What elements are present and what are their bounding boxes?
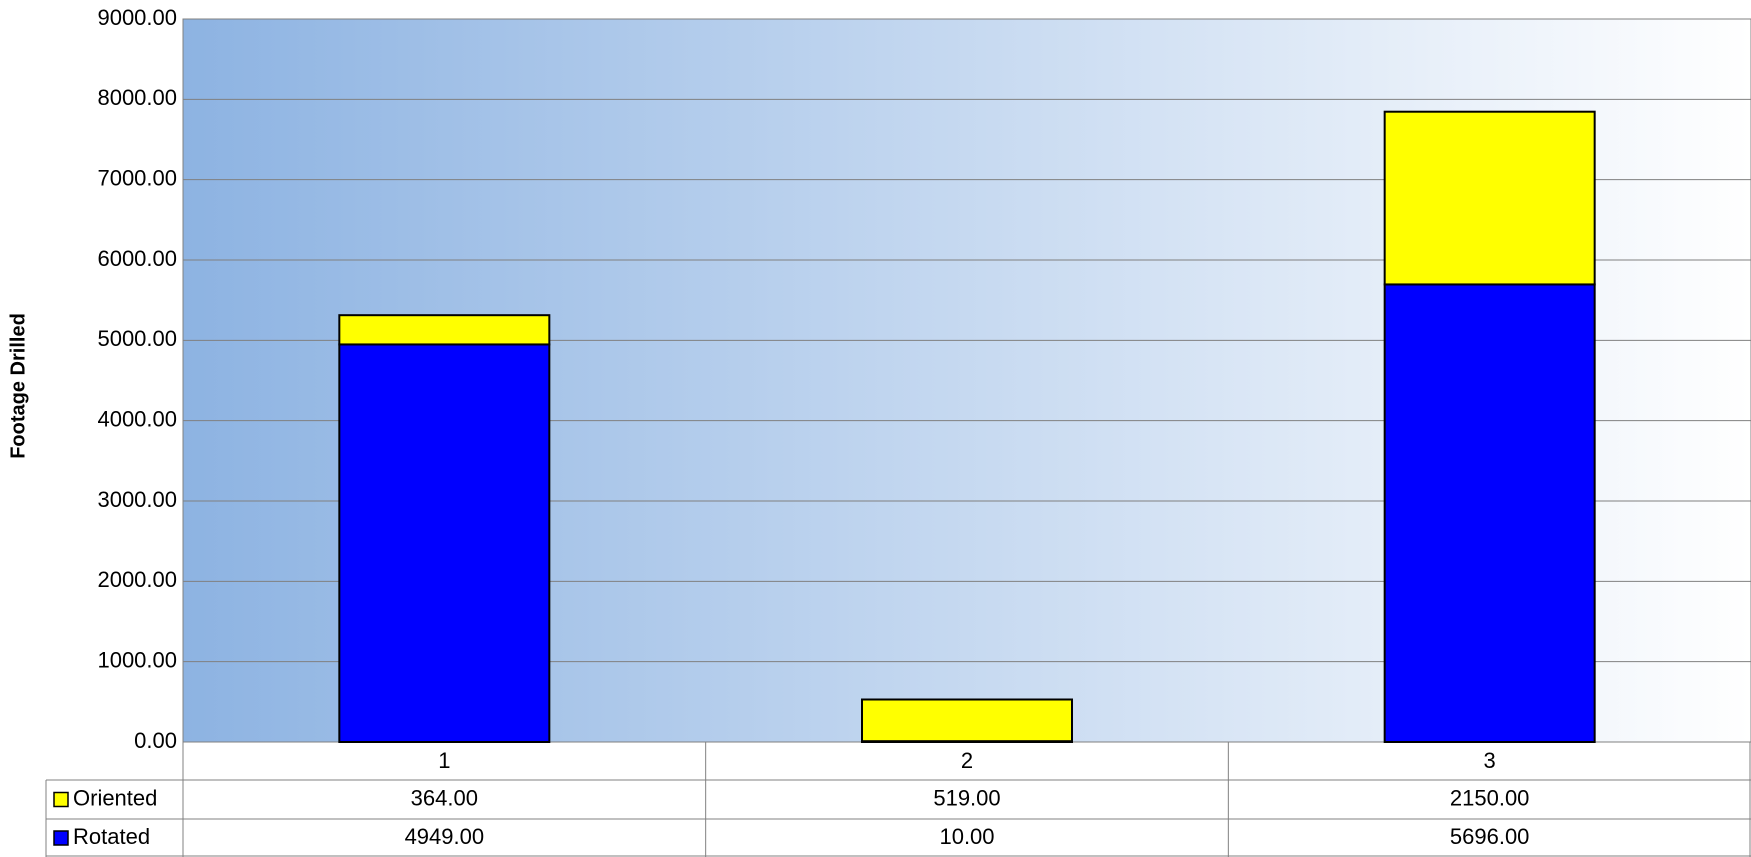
legend-label: Rotated: [73, 824, 150, 849]
bar-segment: [1383, 110, 1596, 286]
y-tick-label: 4000.00: [97, 406, 177, 431]
legend-label: Oriented: [73, 785, 157, 810]
bar-segment: [338, 343, 551, 743]
bar-segment: [338, 314, 551, 346]
y-tick-label: 9000.00: [97, 5, 177, 30]
y-tick-label: 3000.00: [97, 487, 177, 512]
y-tick-label: 5000.00: [97, 326, 177, 351]
legend-key: [53, 791, 69, 808]
y-axis-label: Footage Drilled: [7, 313, 29, 459]
x-tick-label: 3: [1484, 748, 1496, 773]
x-tick-label: 2: [961, 748, 973, 773]
table-value: 4949.00: [405, 824, 485, 849]
table-value: 519.00: [933, 785, 1000, 810]
y-tick-label: 8000.00: [97, 85, 177, 110]
legend-key: [53, 830, 69, 846]
table-value: 2150.00: [1450, 785, 1530, 810]
y-tick-label: 7000.00: [97, 165, 177, 190]
bar-segment: [861, 698, 1073, 743]
bar-segment: [1383, 283, 1596, 743]
y-tick-label: 6000.00: [97, 246, 177, 271]
table-value: 5696.00: [1450, 824, 1530, 849]
y-tick-label: 1000.00: [97, 647, 177, 672]
table-value: 364.00: [411, 785, 478, 810]
y-tick-label: 0.00: [134, 728, 177, 753]
table-value: 10.00: [939, 824, 994, 849]
y-tick-label: 2000.00: [97, 567, 177, 592]
x-tick-label: 1: [438, 748, 450, 773]
